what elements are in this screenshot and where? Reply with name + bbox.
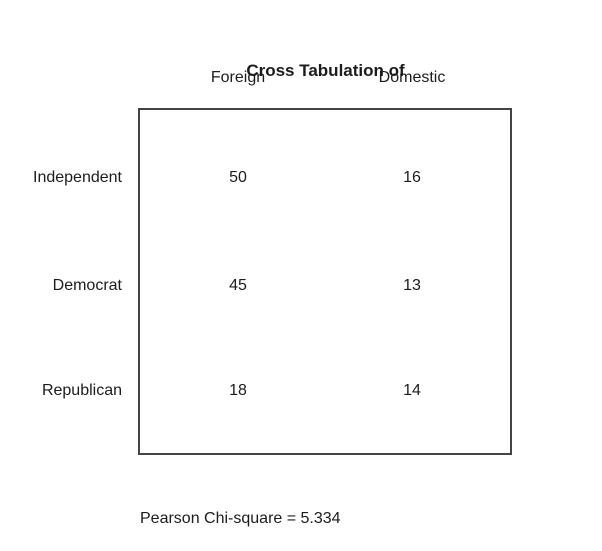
row-label-independent: Independent (33, 169, 122, 186)
row-label-republican: Republican (41, 382, 122, 399)
cell-democrat-foreign: 45 (229, 277, 247, 294)
column-header-domestic: Domestic (378, 69, 446, 86)
chi-square-stats: Pearson Chi-square = 5.334 DF = 2 P-valu… (140, 476, 341, 551)
column-header-foreign: Foreign (210, 69, 266, 86)
cell-republican-domestic: 14 (403, 382, 421, 399)
cell-democrat-domestic: 13 (403, 277, 421, 294)
table-border-box (138, 108, 512, 455)
cell-independent-domestic: 16 (403, 169, 421, 186)
stat-chi-square: Pearson Chi-square = 5.334 (140, 510, 341, 527)
chart-title-line1: Cross Tabulation of (246, 61, 405, 80)
cell-independent-foreign: 50 (229, 169, 247, 186)
cell-republican-foreign: 18 (229, 382, 247, 399)
row-label-democrat: Democrat (52, 277, 122, 294)
